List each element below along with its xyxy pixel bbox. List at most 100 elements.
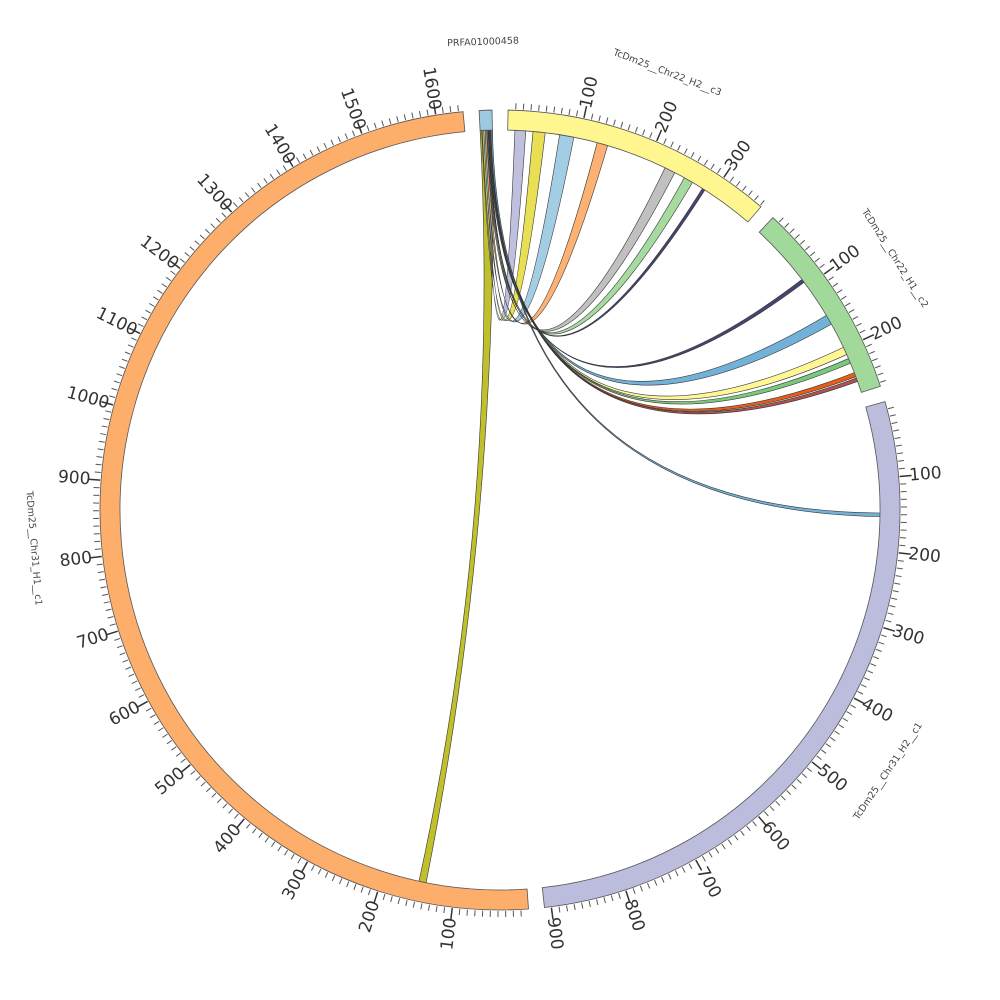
minor-tick	[895, 444, 902, 447]
minor-tick	[710, 163, 715, 170]
minor-tick	[620, 121, 624, 128]
minor-tick	[661, 876, 665, 883]
minor-tick	[228, 808, 234, 814]
segment-label-tcdm25-chr31-h2-c1: TcDm25__Chr31_H2__c1	[851, 721, 925, 823]
minor-tick	[538, 104, 540, 111]
tick-label-tcdm25-chr22-h1-c2-200: 200	[868, 313, 906, 345]
minor-tick	[896, 567, 903, 570]
minor-tick	[257, 182, 262, 189]
major-tick	[286, 155, 294, 167]
major-tick	[823, 266, 835, 275]
minor-tick	[194, 240, 200, 246]
major-tick	[550, 907, 554, 920]
minor-tick	[869, 350, 876, 355]
minor-tick	[97, 448, 104, 451]
minor-tick	[351, 130, 356, 137]
minor-tick	[251, 187, 256, 193]
minor-tick	[382, 893, 386, 901]
minor-tick	[166, 740, 173, 745]
minor-tick	[277, 845, 282, 852]
minor-tick	[443, 907, 446, 914]
minor-tick	[857, 690, 864, 695]
major-tick	[136, 700, 149, 708]
minor-tick	[560, 107, 563, 114]
minor-tick	[137, 323, 144, 328]
minor-tick	[603, 897, 606, 904]
minor-tick	[426, 109, 429, 116]
minor-tick	[704, 159, 709, 166]
minor-tick	[866, 343, 872, 348]
tick-label-tcdm25-chr31-h1-c1-100: 100	[437, 917, 461, 952]
minor-tick	[891, 421, 898, 425]
minor-tick	[668, 873, 672, 880]
minor-tick	[754, 195, 759, 201]
minor-tick	[878, 641, 885, 645]
minor-tick	[752, 821, 757, 827]
minor-tick	[97, 571, 104, 574]
minor-tick	[794, 234, 800, 239]
minor-tick	[246, 823, 251, 829]
segment-tcdm25-chr22-h2-c3	[507, 109, 762, 223]
minor-tick	[830, 736, 836, 742]
minor-tick	[852, 315, 859, 320]
minor-tick	[135, 687, 141, 691]
minor-tick	[441, 107, 444, 114]
major-tick	[898, 552, 911, 555]
minor-tick	[427, 904, 431, 911]
minor-tick	[727, 839, 733, 845]
minor-tick	[145, 309, 151, 314]
minor-tick	[610, 895, 614, 902]
minor-tick	[848, 309, 855, 313]
minor-tick	[111, 387, 118, 391]
minor-tick	[153, 296, 159, 301]
minor-tick	[568, 108, 571, 116]
minor-tick	[94, 548, 101, 550]
ticks-layer	[88, 102, 912, 921]
minor-tick	[545, 105, 548, 112]
minor-tick	[179, 258, 185, 263]
minor-tick	[190, 770, 196, 775]
minor-tick	[411, 112, 414, 119]
minor-tick	[814, 257, 820, 263]
minor-tick	[258, 832, 263, 839]
minor-tick	[897, 460, 905, 462]
minor-tick	[138, 694, 145, 698]
minor-tick	[141, 316, 148, 321]
minor-tick	[116, 645, 123, 649]
minor-tick	[898, 467, 905, 470]
minor-tick	[734, 835, 739, 841]
minor-tick	[397, 898, 401, 905]
minor-tick	[642, 129, 646, 136]
minor-tick	[309, 149, 314, 156]
minor-tick	[697, 155, 702, 162]
minor-tick	[344, 133, 348, 140]
minor-tick	[821, 749, 827, 754]
major-tick	[862, 333, 875, 341]
minor-tick	[575, 110, 579, 117]
minor-tick	[670, 141, 674, 148]
minor-tick	[746, 825, 751, 832]
minor-tick	[634, 126, 638, 133]
minor-tick	[740, 830, 745, 836]
minor-tick	[780, 795, 786, 801]
minor-tick	[887, 406, 894, 410]
minor-tick	[297, 857, 302, 864]
minor-tick	[605, 117, 609, 124]
minor-tick	[157, 289, 163, 294]
links-layer	[418, 129, 881, 884]
tick-label-tcdm25-chr31-h1-c1-1600: 1600	[418, 66, 445, 112]
minor-tick	[457, 105, 459, 112]
minor-tick	[864, 677, 870, 681]
minor-tick	[840, 295, 847, 300]
minor-tick	[613, 119, 616, 126]
minor-tick	[825, 743, 832, 748]
segment-label-tcdm25-chr22-h2-c3: TcDm25__Chr22_H2__c3	[611, 47, 723, 99]
minor-tick	[234, 813, 239, 819]
tick-label-tcdm25-chr31-h1-c1-1000: 1000	[64, 383, 111, 414]
minor-tick	[204, 228, 211, 234]
minor-tick	[715, 847, 720, 854]
minor-tick	[180, 758, 186, 763]
tick-label-tcdm25-chr31-h2-c1-600: 600	[757, 818, 793, 856]
minor-tick	[742, 185, 747, 191]
minor-tick	[302, 153, 307, 160]
